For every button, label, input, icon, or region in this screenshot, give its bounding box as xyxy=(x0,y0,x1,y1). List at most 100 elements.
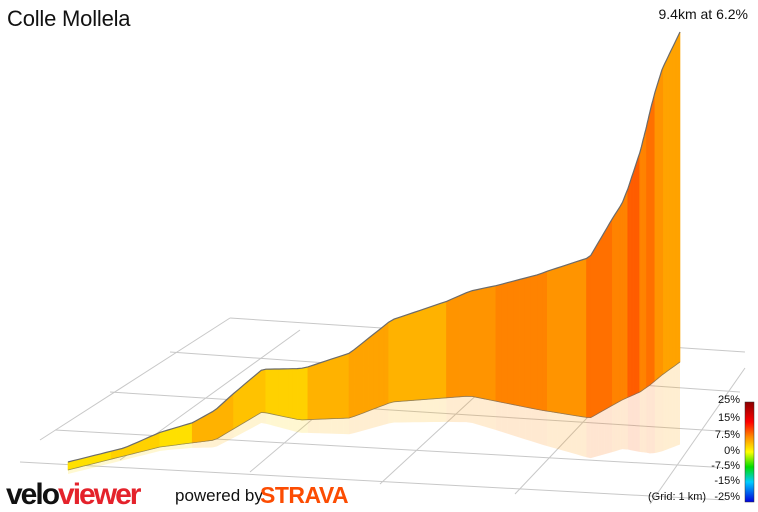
profile-segment-reflection xyxy=(349,416,355,435)
profile-segment-reflection xyxy=(647,386,649,454)
profile-segment-reflection xyxy=(478,397,485,427)
profile-segment-reflection xyxy=(439,397,447,422)
profile-segment xyxy=(472,288,479,399)
profile-segment xyxy=(566,262,573,416)
profile-segment-reflection xyxy=(459,396,467,423)
profile-segment xyxy=(507,280,514,406)
profile-segment-reflection xyxy=(176,444,181,450)
profile-segment xyxy=(614,209,618,405)
profile-segment xyxy=(609,217,613,408)
profile-segment-reflection xyxy=(513,404,520,438)
profile-segment xyxy=(388,318,395,404)
profile-segment-reflection xyxy=(586,417,591,459)
profile-segment xyxy=(446,298,454,399)
profile-segment xyxy=(301,366,309,421)
profile-segment-reflection xyxy=(678,362,680,446)
profile-segment-reflection xyxy=(656,378,658,453)
profile-segment-reflection xyxy=(204,440,209,448)
profile-segment xyxy=(191,420,197,444)
profile-segment-reflection xyxy=(261,412,266,424)
profile-segment-reflection xyxy=(557,412,562,451)
profile-segment xyxy=(233,388,240,430)
profile-segment xyxy=(171,427,177,446)
profile-segment-reflection xyxy=(664,371,667,451)
profile-segment-reflection xyxy=(292,418,298,433)
profile-segment-reflection xyxy=(663,372,665,451)
profile-segment-reflection xyxy=(255,412,262,426)
profile-segment-reflection xyxy=(484,398,490,429)
profile-segment xyxy=(319,360,326,420)
profile-segment-reflection xyxy=(343,418,349,435)
strava-logo[interactable]: STRAVA xyxy=(260,482,349,508)
logo-viewer: viewer xyxy=(58,478,141,511)
profile-base-edge xyxy=(67,361,681,471)
profile-segment-reflection xyxy=(604,408,607,455)
profile-segment-reflection xyxy=(648,385,650,454)
profile-segment xyxy=(556,265,563,414)
profile-segment-reflection xyxy=(265,412,271,425)
profile-segment-reflection xyxy=(638,392,640,452)
profile-segment-reflection xyxy=(596,413,599,457)
profile-segment-reflection xyxy=(672,366,674,448)
logo-velo: velo xyxy=(6,478,60,511)
profile-segment-reflection xyxy=(623,398,626,450)
profile-segment-reflection xyxy=(172,444,177,450)
gradient-legend xyxy=(744,401,755,503)
gradient-legend-bar xyxy=(744,401,755,503)
profile-segment xyxy=(260,368,267,414)
profile-segment xyxy=(413,309,421,401)
profile-segment-reflection xyxy=(331,418,338,434)
profile-segment-reflection xyxy=(552,411,558,449)
profile-segment-reflection xyxy=(313,419,320,434)
profile-segment xyxy=(292,368,298,420)
profile-segment xyxy=(595,240,600,416)
profile-segment-reflection xyxy=(614,402,618,452)
profile-segment-reflection xyxy=(640,390,642,453)
profile-segment xyxy=(513,279,520,407)
profile-segment-reflection xyxy=(666,370,668,450)
profile-segment xyxy=(586,254,592,418)
profile-segment-reflection xyxy=(413,399,421,423)
veloviewer-logo[interactable]: velo viewer xyxy=(6,478,141,511)
profile-segment xyxy=(175,425,181,446)
grid-line xyxy=(649,367,746,505)
profile-segment-reflection xyxy=(627,396,630,450)
profile-segment-reflection xyxy=(180,443,185,449)
profile-segment xyxy=(619,201,623,402)
profile-segment xyxy=(477,287,485,400)
profile-segment-reflection xyxy=(617,400,621,451)
profile-segment-reflection xyxy=(228,428,234,441)
profile-segment xyxy=(483,286,491,401)
profile-segment xyxy=(373,329,380,410)
profile-segment xyxy=(590,249,594,419)
profile-segment xyxy=(249,374,256,420)
profile-segment-reflection xyxy=(542,410,548,447)
profile-segment-reflection xyxy=(630,395,632,451)
legend-tick-label: 7.5% xyxy=(714,429,740,441)
profile-segment-reflection xyxy=(654,380,656,454)
legend-tick-label: -7.5% xyxy=(711,460,740,472)
profile-segment-reflection xyxy=(495,401,502,432)
profile-segment xyxy=(296,367,303,421)
profile-segment-reflection xyxy=(394,401,401,423)
legend-tick-label: -15% xyxy=(714,475,740,487)
profile-segment-reflection xyxy=(507,403,514,436)
profile-segment xyxy=(227,392,234,433)
profile-segment-reflection xyxy=(626,397,628,450)
profile-segment xyxy=(363,337,370,414)
profile-segment-reflection xyxy=(212,438,217,448)
page-title: Colle Mollela xyxy=(7,6,131,31)
profile-segment-reflection xyxy=(525,407,532,442)
profile-segment-reflection xyxy=(233,425,240,438)
profile-segment-reflection xyxy=(196,441,201,448)
profile-segment xyxy=(353,345,360,417)
profile-segment xyxy=(601,231,605,413)
profile-segment xyxy=(419,307,428,401)
profile-segment xyxy=(187,422,193,444)
profile-segment-reflection xyxy=(642,389,644,453)
profile-segment xyxy=(283,368,289,418)
profile-segment xyxy=(617,205,621,403)
profile-segment xyxy=(358,341,365,415)
profile-segment-reflection xyxy=(501,402,508,434)
legend-tick-label: 15% xyxy=(717,412,740,424)
